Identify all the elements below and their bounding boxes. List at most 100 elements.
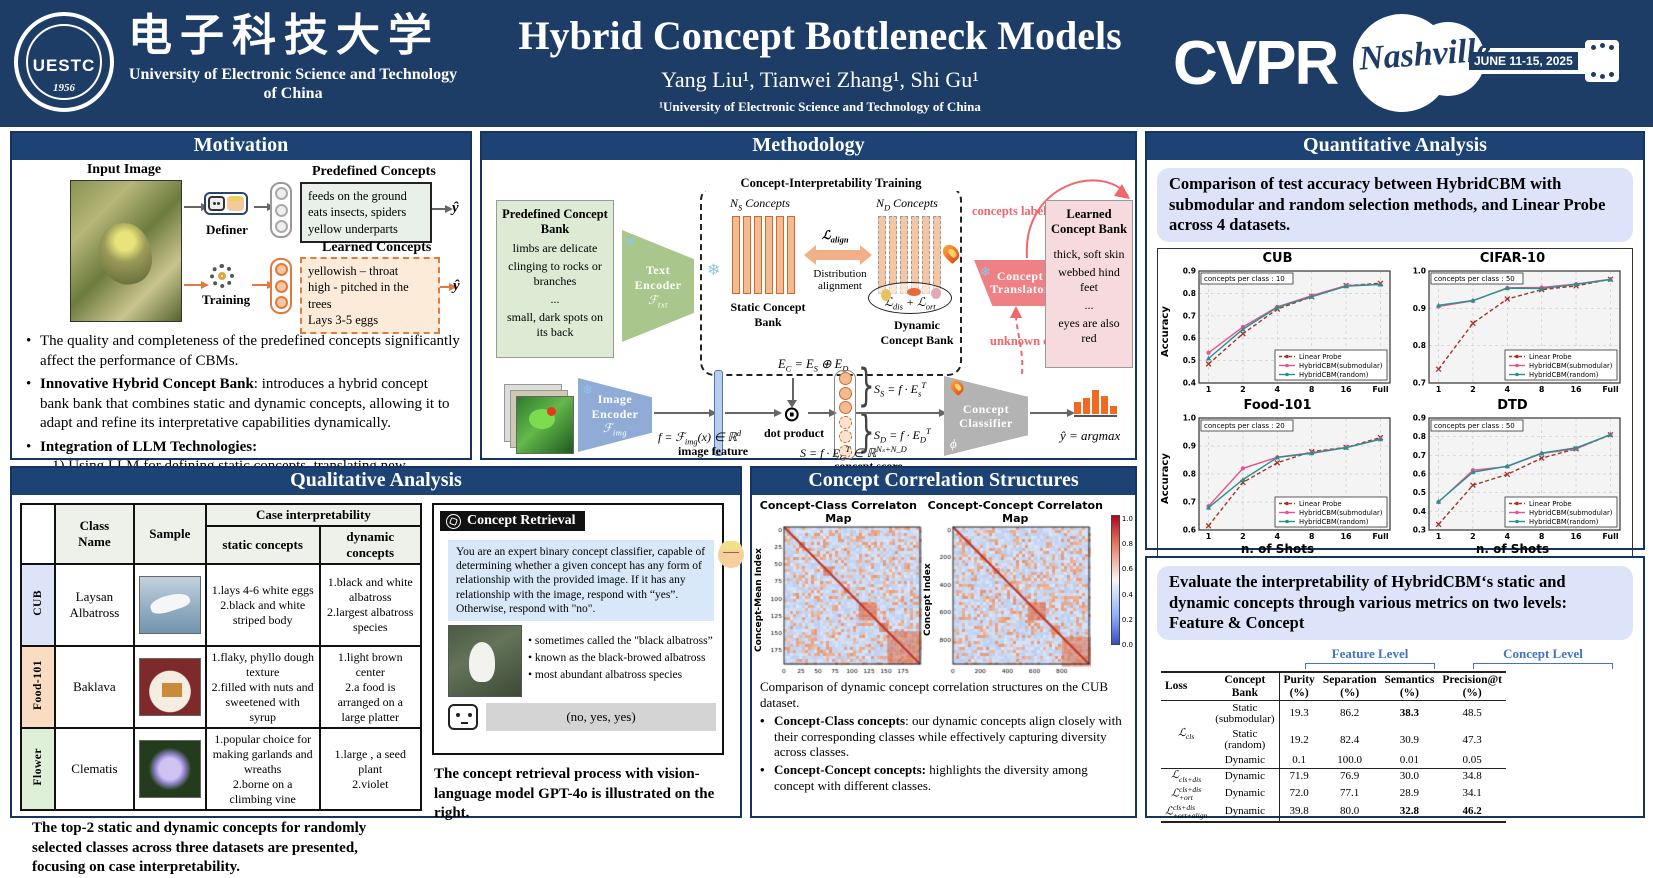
- snowflake-icon: ❄: [980, 264, 991, 279]
- training-label: Training: [202, 292, 251, 307]
- ss-formula: SS = f · EsT: [874, 380, 927, 399]
- dataset-group-cell: Flower: [20, 727, 56, 811]
- sample-cell: [132, 563, 207, 647]
- retrieval-answer: (no, yes, yes): [486, 703, 716, 732]
- dot-product-icon: ⊙: [783, 402, 801, 426]
- metric-value-cell: 0.01: [1380, 753, 1439, 769]
- colorbar: 1.0 0.8 0.6 0.4 0.2 0.0: [1110, 515, 1133, 649]
- blob: [907, 288, 921, 296]
- svg-text:HybridCBM(random): HybridCBM(random): [1299, 371, 1369, 379]
- labeling-curved-arrow: [1025, 179, 1130, 259]
- yhat-learned: ŷ: [453, 278, 460, 294]
- definer-icon: [204, 192, 248, 215]
- metric-value-cell: 80.0: [1318, 802, 1381, 823]
- svg-text:2: 2: [1470, 385, 1476, 394]
- svg-text:HybridCBM(submodular): HybridCBM(submodular): [1299, 362, 1383, 370]
- svg-text:0.5: 0.5: [1412, 488, 1425, 497]
- svg-text:1.0: 1.0: [1183, 413, 1196, 422]
- x-axis-label: n. of Shots: [1475, 541, 1550, 556]
- sample-cell: [132, 727, 207, 811]
- metric-value-cell: 34.1: [1462, 786, 1482, 799]
- qualitative-table: Class Name Sample Case interpretability s…: [20, 503, 423, 811]
- robot-icon: [208, 196, 225, 211]
- concept-bank-cell: Dynamic: [1224, 769, 1266, 782]
- svg-text:16: 16: [1570, 532, 1582, 541]
- chart-title: DTD: [1497, 397, 1528, 413]
- correlation-text: Comparison of dynamic concept correlatio…: [752, 675, 1135, 794]
- f-formula: f = ℱimg(x) ∈ ℝd: [658, 428, 742, 447]
- chart-DTD: DTD 0.3 0.4 0.5 0.6 0.7 0.8 0.9 1 2 4 8 16 Full concep…: [1395, 398, 1630, 556]
- heatmap-title: Concept-Class Correlaton Map: [759, 499, 917, 525]
- loss-col-header: Separation (%): [1318, 670, 1381, 702]
- static-bank-label: Static Concept Bank: [730, 300, 806, 329]
- university-name-cn: 电子科技大学: [128, 10, 440, 61]
- blob: [881, 289, 891, 301]
- nd-concepts-label: ND Concepts: [876, 196, 938, 213]
- loss-cell: ℒcls+dis +ort: [1171, 785, 1202, 802]
- loss-cell: ℒcls+dis +ort+align: [1161, 802, 1212, 823]
- logo-text: UESTC: [32, 56, 96, 75]
- svg-text:0.3: 0.3: [1412, 525, 1425, 534]
- svg-text:16: 16: [1340, 385, 1352, 394]
- concept-bank-cell: Dynamic: [1211, 753, 1279, 769]
- logo-ring: [26, 24, 102, 100]
- svg-text:HybridCBM(random): HybridCBM(random): [1529, 518, 1599, 526]
- svg-text:2: 2: [1470, 532, 1476, 541]
- svg-text:0.9: 0.9: [1183, 266, 1196, 275]
- concept-bank-cell: Static (submodular): [1215, 701, 1275, 726]
- input-image-label: Input Image: [86, 162, 162, 177]
- svg-text:Full: Full: [1372, 532, 1389, 541]
- brace-dynamic: }: [858, 407, 875, 459]
- dynamic-concepts-cell: 1.large , a seed plant 2.violet: [318, 727, 423, 811]
- metric-value-cell: 30.9: [1399, 733, 1420, 746]
- metric-value-cell: 76.9: [1340, 769, 1360, 782]
- motivation-title: Motivation: [12, 133, 470, 160]
- loss-cell: ℒcls+dis: [1171, 769, 1202, 784]
- cvpr-logo: CVPR Nashville JUNE 11-15, 2025: [1173, 10, 1623, 117]
- svg-text:0.6: 0.6: [1412, 469, 1425, 478]
- learned-concept-bank: Learned Concept Bank thick, soft skin we…: [1045, 200, 1133, 368]
- loss-col-header: Semantics (%): [1380, 670, 1439, 702]
- svg-text:0.8: 0.8: [1412, 341, 1425, 350]
- methodology-diagram: Predefined Concept Bank limbs are delica…: [482, 160, 1135, 473]
- robot-icon: [448, 704, 478, 731]
- svg-text:1: 1: [1435, 532, 1441, 541]
- metric-value-cell: 39.8: [1278, 802, 1319, 823]
- qualitative-panel: Qualitative Analysis Class Name Sample C…: [10, 466, 744, 875]
- input-image: [70, 180, 182, 322]
- metric-value-cell: 47.3: [1462, 733, 1482, 746]
- image-feature-label: image feature: [678, 444, 749, 458]
- sample-cell: [132, 645, 207, 729]
- svg-text:concepts per class : 20: concepts per class : 20: [1204, 422, 1285, 430]
- svg-text:8: 8: [1309, 532, 1315, 541]
- sd-formula: SD = f · EDT: [874, 426, 931, 445]
- retrieval-prompt: You are an expert binary concept classif…: [448, 539, 744, 622]
- predefined-concept-bank: Predefined Concept Bank limbs are delica…: [496, 200, 614, 358]
- metric-value-cell: 100.0: [1318, 753, 1381, 769]
- predefined-concepts-card: feeds on the ground eats insects, spider…: [300, 182, 432, 243]
- svg-text:Linear Probe: Linear Probe: [1529, 353, 1572, 361]
- svg-text:1.0: 1.0: [1412, 266, 1425, 275]
- concept-retrieval-chip: Concept Retrieval: [440, 511, 586, 531]
- logo-year: 1956: [53, 82, 75, 94]
- svg-text:HybridCBM(submodular): HybridCBM(submodular): [1529, 362, 1613, 370]
- concept-bank-cell: Static (random): [1224, 727, 1266, 752]
- heatmap-canvas: [764, 525, 922, 675]
- svg-text:HybridCBM(random): HybridCBM(random): [1529, 371, 1599, 379]
- chart-CUB: CUB Accuracy 0.4 0.5 0.6 0.7 0.8 0.9 1 2 4 8 16 Full c…: [1160, 251, 1395, 398]
- concept-score-column: [834, 370, 856, 460]
- qual-header-class: Class Name: [54, 503, 135, 565]
- svg-text:4: 4: [1504, 385, 1510, 394]
- svg-text:2: 2: [1240, 385, 1246, 394]
- motivation-diagram: Input Image Definer Predefined Concepts …: [12, 160, 470, 334]
- heatmap-title: Concept-Concept Correlaton Map: [927, 499, 1103, 525]
- quantitative-panel: Quantitative Analysis Comparison of test…: [1145, 131, 1645, 557]
- metric-value-cell: 0.05: [1438, 753, 1506, 769]
- quantitative-title: Quantitative Analysis: [1147, 133, 1643, 160]
- predefined-concepts-title: Predefined Concepts: [312, 164, 436, 179]
- static-concept-bars: [732, 216, 795, 294]
- bullet-1: The quality and completeness of the pred…: [40, 333, 460, 369]
- svg-text:0.7: 0.7: [1183, 311, 1196, 320]
- svg-text:4: 4: [1275, 532, 1281, 541]
- heatmap-ylabel: Concept Index: [922, 563, 933, 637]
